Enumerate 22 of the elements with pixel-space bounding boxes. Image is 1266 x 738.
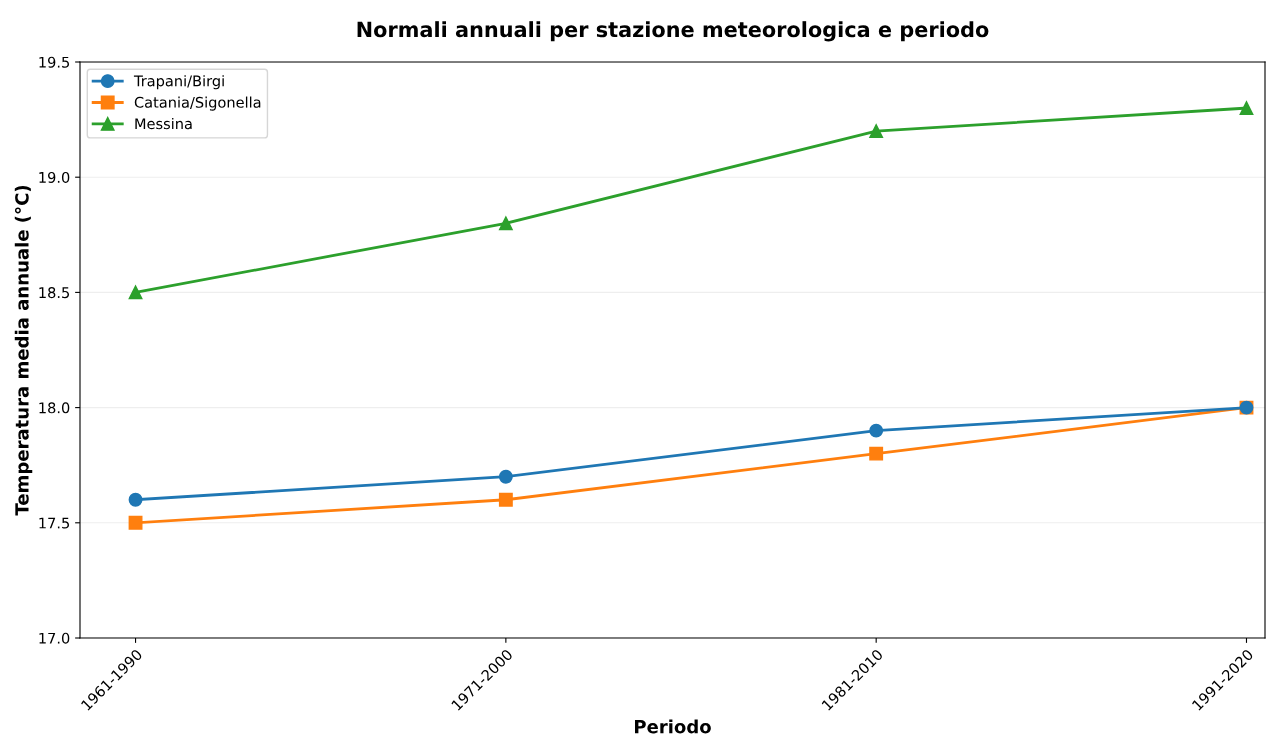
point xyxy=(128,492,143,507)
point xyxy=(498,216,513,231)
y-tick-label: 17.0 xyxy=(39,632,70,644)
chart-title: Normali annuali per stazione meteorologica e periodo xyxy=(357,21,989,42)
point xyxy=(128,515,143,530)
x-axis-title: Periodo xyxy=(635,719,711,734)
point xyxy=(1239,101,1254,116)
point xyxy=(869,423,884,438)
y-tick-label: 17.5 xyxy=(39,517,69,529)
point xyxy=(128,285,143,300)
legend-label: Messina xyxy=(135,117,192,130)
y-tick-label: 19.5 xyxy=(39,56,69,68)
y-tick-label: 19.0 xyxy=(39,171,70,183)
point xyxy=(869,124,884,139)
legend-label: Catania/Sigonella xyxy=(134,96,261,111)
y-axis-title: Temperatura media annuale (°C) xyxy=(14,185,33,516)
y-tick-label: 18.0 xyxy=(39,402,70,414)
y-tick-label: 18.5 xyxy=(39,287,69,299)
point xyxy=(869,446,884,461)
point xyxy=(498,469,513,484)
legend-label: Trapani/Birgi xyxy=(133,75,224,90)
point xyxy=(498,492,513,507)
